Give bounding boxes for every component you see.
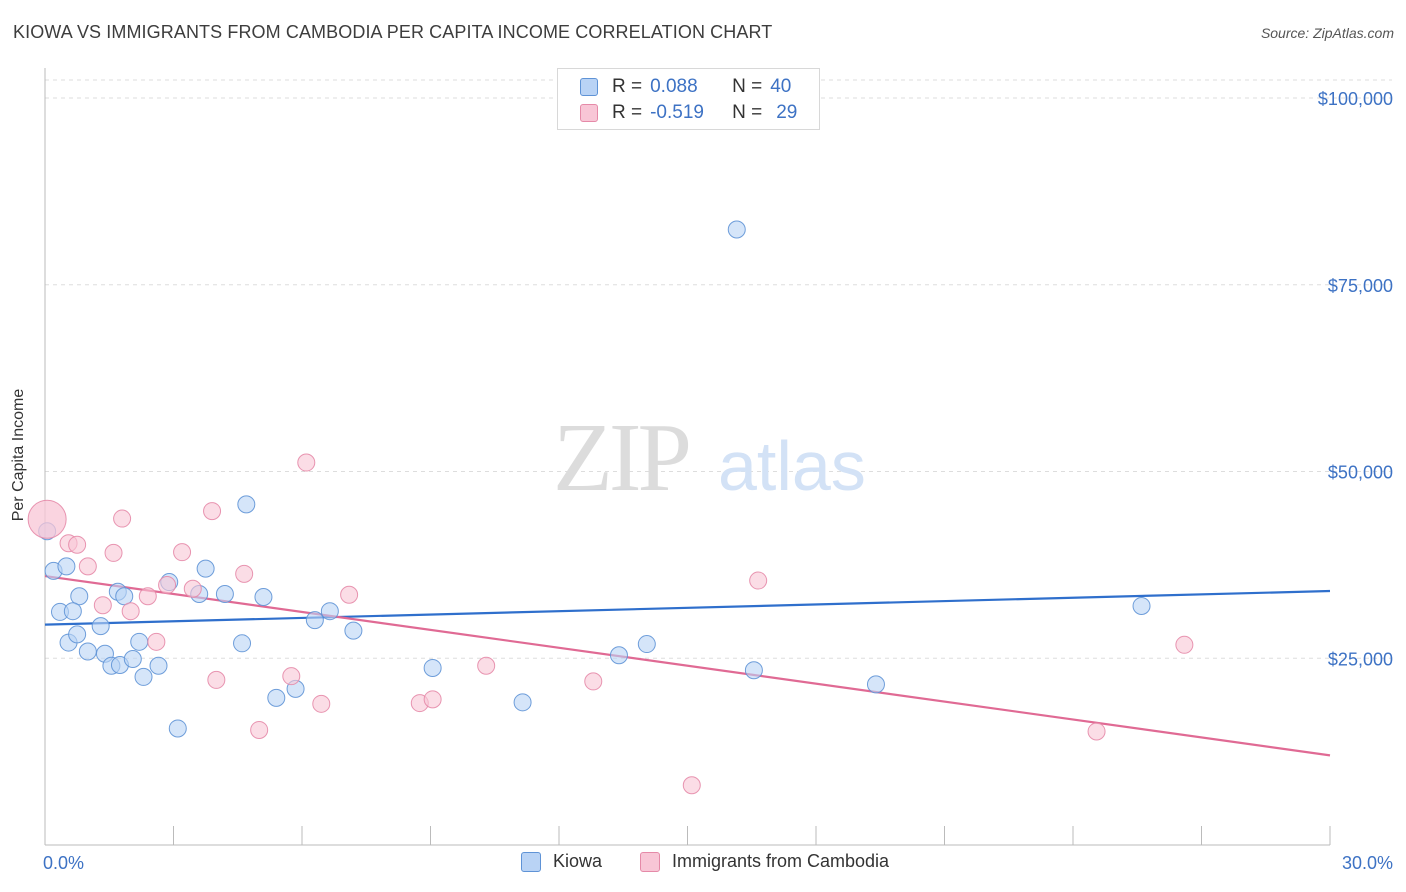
kiowa-r-label: R = (612, 76, 643, 97)
cambodia-point-17 (282, 667, 301, 686)
cambodia-point-14 (207, 670, 226, 689)
y-tick-label-0: $25,000 (1328, 649, 1393, 669)
kiowa-point-30 (320, 602, 339, 621)
cambodia-point-5 (104, 543, 123, 562)
kiowa-trend-line (44, 589, 1331, 626)
kiowa-point-32 (423, 658, 442, 677)
cambodia-point-11 (173, 543, 192, 562)
cambodia-point-6 (113, 509, 132, 528)
cambodia-point-22 (423, 690, 442, 709)
legend-cambodia-swatch (640, 851, 660, 872)
kiowa-point-20 (168, 719, 187, 738)
kiowa-point-29 (305, 611, 324, 630)
kiowa-point-13 (115, 587, 134, 606)
kiowa-point-33 (513, 693, 532, 712)
cambodia-r-label: R = (612, 102, 643, 123)
cambodia-point-8 (138, 587, 157, 606)
cambodia-point-0 (27, 499, 67, 539)
kiowa-point-17 (134, 667, 153, 686)
kiowa-point-5 (63, 602, 82, 621)
legend-item-cambodia[interactable]: Immigrants from Cambodia (640, 851, 889, 872)
cambodia-point-3 (78, 557, 97, 576)
axis-layer (44, 68, 1331, 846)
cambodia-n-label: N = (732, 102, 763, 123)
x-tick-label-right: 30.0% (1342, 853, 1393, 873)
trend-layer (44, 574, 1331, 757)
cambodia-swatch (580, 104, 598, 122)
cambodia-point-18 (297, 453, 316, 472)
kiowa-point-37 (744, 661, 763, 680)
cambodia-point-20 (340, 585, 359, 604)
kiowa-point-38 (866, 675, 885, 694)
tick-label-layer: $25,000 $50,000 $75,000 $100,000 0.0% 30.0% (43, 89, 1393, 873)
kiowa-r-value: 0.088 (650, 76, 698, 97)
legend-kiowa-swatch (521, 851, 541, 872)
kiowa-point-39 (1132, 596, 1151, 615)
cambodia-point-28 (1175, 635, 1194, 654)
kiowa-point-9 (91, 617, 110, 636)
cambodia-point-25 (682, 776, 701, 795)
kiowa-point-23 (215, 585, 234, 604)
source-label: Source: ZipAtlas.com (1260, 25, 1394, 41)
kiowa-n-value: 40 (770, 76, 792, 97)
cambodia-point-23 (477, 656, 496, 675)
cambodia-trend-line (44, 574, 1331, 757)
y-tick-label-3: $100,000 (1318, 89, 1393, 109)
cambodia-n-value: 29 (776, 102, 798, 123)
stats-row-kiowa: R = 0.088 N = 40 (580, 74, 791, 100)
stats-legend: R = 0.088 N = 40 R = -0.519 N = 29 (557, 68, 820, 130)
kiowa-point-35 (637, 635, 656, 654)
kiowa-point-25 (237, 495, 256, 514)
kiowa-point-24 (233, 634, 252, 653)
kiowa-swatch (580, 78, 598, 96)
bottom-legend: Kiowa Immigrants from Cambodia (0, 851, 1406, 879)
legend-cambodia-label: Immigrants from Cambodia (672, 851, 890, 871)
cambodia-point-15 (235, 564, 254, 583)
kiowa-point-4 (70, 587, 89, 606)
kiowa-point-31 (344, 621, 363, 640)
kiowa-point-34 (609, 646, 628, 665)
cambodia-r-value: -0.519 (650, 102, 704, 123)
kiowa-point-22 (196, 559, 215, 578)
kiowa-point-2 (57, 557, 76, 576)
cambodia-point-10 (158, 576, 177, 595)
stats-row-cambodia: R = -0.519 N = 29 (580, 100, 797, 126)
cambodia-point-12 (183, 579, 202, 598)
cambodia-point-9 (147, 632, 166, 651)
kiowa-point-7 (68, 625, 87, 644)
kiowa-point-8 (78, 642, 97, 661)
kiowa-point-27 (267, 688, 286, 707)
cambodia-point-13 (203, 502, 222, 521)
cambodia-point-26 (749, 571, 768, 590)
kiowa-n-label: N = (732, 76, 763, 97)
kiowa-point-26 (254, 587, 273, 606)
legend-kiowa-label: Kiowa (553, 851, 603, 871)
cambodia-point-2 (68, 535, 87, 554)
chart-title: KIOWA VS IMMIGRANTS FROM CAMBODIA PER CA… (13, 22, 773, 42)
legend-item-kiowa[interactable]: Kiowa (521, 851, 602, 872)
watermark-atlas: atlas (718, 427, 866, 505)
y-tick-label-2: $75,000 (1328, 276, 1393, 296)
kiowa-point-15 (123, 649, 142, 668)
kiowa-point-16 (130, 632, 149, 651)
cambodia-point-7 (121, 602, 140, 621)
x-tick-label-left: 0.0% (43, 853, 84, 873)
kiowa-point-36 (727, 220, 746, 239)
cambodia-point-4 (93, 596, 112, 615)
watermark-zip: ZIP (553, 404, 688, 512)
cambodia-point-27 (1087, 722, 1106, 741)
y-tick-label-1: $50,000 (1328, 463, 1393, 483)
cambodia-point-19 (312, 694, 331, 713)
kiowa-point-18 (149, 656, 168, 675)
points-layer (27, 220, 1194, 795)
cambodia-point-16 (250, 720, 269, 739)
cambodia-point-24 (584, 672, 603, 691)
